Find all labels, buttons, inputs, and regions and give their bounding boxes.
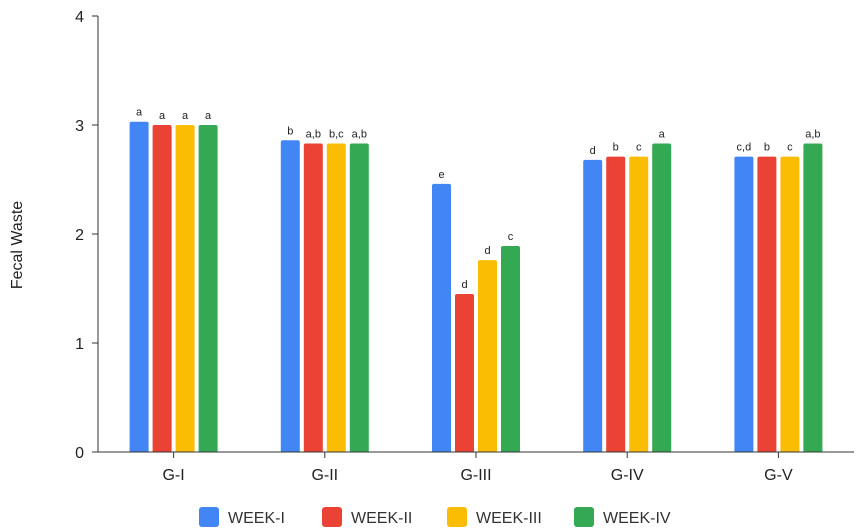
bar-label: c bbox=[636, 142, 642, 154]
y-tick-label: 3 bbox=[75, 118, 84, 135]
bar-label: b bbox=[613, 142, 619, 154]
bar-label: b bbox=[287, 125, 293, 137]
bar-label: b,c bbox=[329, 129, 344, 141]
bar-label: a bbox=[205, 110, 212, 122]
bar-week-ii-g-iv bbox=[606, 156, 626, 453]
bar-week-iii-g-v bbox=[780, 156, 800, 453]
bar-week-i-g-ii bbox=[280, 140, 300, 452]
bar-label: a bbox=[136, 107, 143, 119]
legend-label: WEEK-III bbox=[476, 510, 542, 527]
bar-label: e bbox=[438, 169, 444, 181]
bar-label: d bbox=[484, 245, 490, 257]
bar-label: a,b bbox=[352, 129, 367, 141]
bar-label: c,d bbox=[737, 142, 752, 154]
bar-week-ii-g-i bbox=[152, 125, 172, 452]
x-tick-label: G-I bbox=[162, 467, 184, 484]
x-tick-label: G-II bbox=[311, 467, 338, 484]
bar-label: c bbox=[508, 231, 514, 243]
bar-label: b bbox=[764, 142, 770, 154]
legend-swatch bbox=[574, 507, 594, 527]
y-tick-label: 4 bbox=[75, 9, 84, 26]
bar-label: a,b bbox=[805, 129, 820, 141]
bar-label: a bbox=[659, 129, 666, 141]
bar-week-iii-g-ii bbox=[326, 143, 346, 452]
bar-label: a bbox=[182, 110, 189, 122]
bar-week-iii-g-iv bbox=[629, 156, 649, 453]
legend-label: WEEK-I bbox=[228, 510, 285, 527]
bar-week-iii-g-i bbox=[175, 125, 195, 452]
legend-swatch bbox=[322, 507, 342, 527]
bar-week-iv-g-ii bbox=[349, 143, 369, 452]
legend-swatch bbox=[447, 507, 467, 527]
bar-week-i-g-i bbox=[129, 121, 149, 452]
bar-label: d bbox=[461, 279, 467, 291]
bar-week-i-g-iv bbox=[583, 159, 603, 452]
bar-label: a bbox=[159, 110, 166, 122]
legend: WEEK-I WEEK-II WEEK-III WEEK-IV bbox=[199, 507, 671, 527]
bar-label: a,b bbox=[306, 129, 321, 141]
bar-week-iv-g-i bbox=[198, 125, 218, 452]
y-axis-ticks: 0 1 2 3 4 bbox=[75, 9, 98, 462]
bar-week-iii-g-iii bbox=[478, 260, 497, 452]
legend-label: WEEK-II bbox=[351, 510, 412, 527]
bar-week-i-g-v bbox=[734, 156, 754, 453]
bar-labels-group: a a a a b a,b b,c a,b e d d c d b c a c,d b c a,b bbox=[136, 107, 821, 291]
bar-week-ii-g-ii bbox=[303, 143, 323, 452]
bar-week-ii-g-v bbox=[757, 156, 777, 453]
bar-week-iv-g-iv bbox=[652, 143, 672, 452]
bar-week-iv-g-v bbox=[803, 143, 823, 452]
legend-label: WEEK-IV bbox=[603, 510, 671, 527]
bar-week-i-g-iii bbox=[432, 183, 451, 453]
bars-group bbox=[129, 121, 823, 453]
y-axis-title: Fecal Waste bbox=[9, 201, 26, 289]
bar-label: d bbox=[590, 145, 596, 157]
legend-swatch bbox=[199, 507, 219, 527]
x-tick-label: G-V bbox=[764, 467, 793, 484]
x-tick-label: G-III bbox=[460, 467, 491, 484]
x-axis-ticks: G-I G-II G-III G-IV G-V bbox=[162, 452, 793, 484]
y-tick-label: 0 bbox=[75, 445, 84, 462]
bar-week-iv-g-iii bbox=[501, 245, 520, 452]
x-tick-label: G-IV bbox=[611, 467, 644, 484]
bar-label: c bbox=[787, 142, 793, 154]
y-tick-label: 1 bbox=[75, 336, 84, 353]
bar-week-ii-g-iii bbox=[455, 293, 474, 452]
y-tick-label: 2 bbox=[75, 227, 84, 244]
